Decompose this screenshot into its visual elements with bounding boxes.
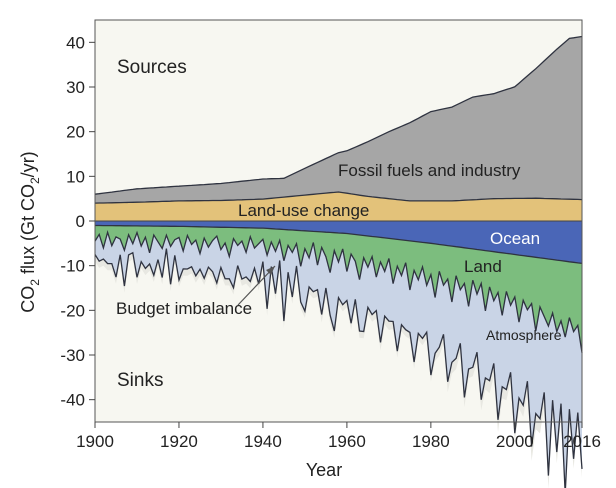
land-use-line — [94, 191, 583, 204]
annotation-land-use-change: Land-use change — [238, 201, 369, 220]
annotation-atmosphere: Atmosphere — [486, 327, 562, 343]
x-tick-label: 1920 — [160, 432, 198, 451]
x-tick-label: 2000 — [496, 432, 534, 451]
y-tick-label: -30 — [60, 346, 85, 365]
y-tick-label: 0 — [76, 212, 85, 231]
x-axis-ticks: 1900 1920 1940 1960 1980 2000 2016 — [76, 422, 601, 451]
annotation-budget-imbalance: Budget imbalance — [116, 299, 252, 318]
annotation-ocean: Ocean — [490, 229, 540, 248]
y-tick-label: 20 — [66, 123, 85, 142]
atmosphere-line — [94, 248, 583, 488]
x-tick-label: 1940 — [244, 432, 282, 451]
annotation-sinks: Sinks — [117, 370, 163, 391]
y-tick-label: 10 — [66, 167, 85, 186]
ocean-line — [95, 224, 583, 265]
x-axis-label: Year — [306, 460, 342, 480]
x-tick-label: 1900 — [76, 432, 114, 451]
y-tick-label: -20 — [60, 301, 85, 320]
land-use-change-area — [95, 192, 582, 221]
land-line — [94, 229, 583, 353]
ocean-area — [95, 221, 582, 264]
x-tick-label: 2016 — [563, 432, 601, 451]
fossil-fuels-area — [95, 36, 582, 204]
y-axis-ticks: 40 30 20 10 0 -10 -20 -30 -40 — [60, 33, 95, 410]
annotation-sources: Sources — [117, 57, 187, 78]
y-tick-label: 40 — [66, 33, 85, 52]
x-tick-label: 1960 — [328, 432, 366, 451]
annotation-fossil-fuels: Fossil fuels and industry — [338, 161, 521, 180]
x-tick-label: 1980 — [412, 432, 450, 451]
atmosphere-area — [95, 232, 582, 488]
y-tick-label: -40 — [60, 391, 85, 410]
y-tick-label: 30 — [66, 78, 85, 97]
land-area — [95, 225, 582, 353]
y-tick-label: -10 — [60, 257, 85, 276]
annotation-land: Land — [464, 257, 502, 276]
y-axis-label: CO2 flux (Gt CO2/yr) — [18, 151, 42, 312]
stacked-areas — [94, 35, 583, 488]
fossil-fuels-line — [94, 35, 583, 195]
budget-imbalance-arrowhead — [266, 266, 275, 275]
